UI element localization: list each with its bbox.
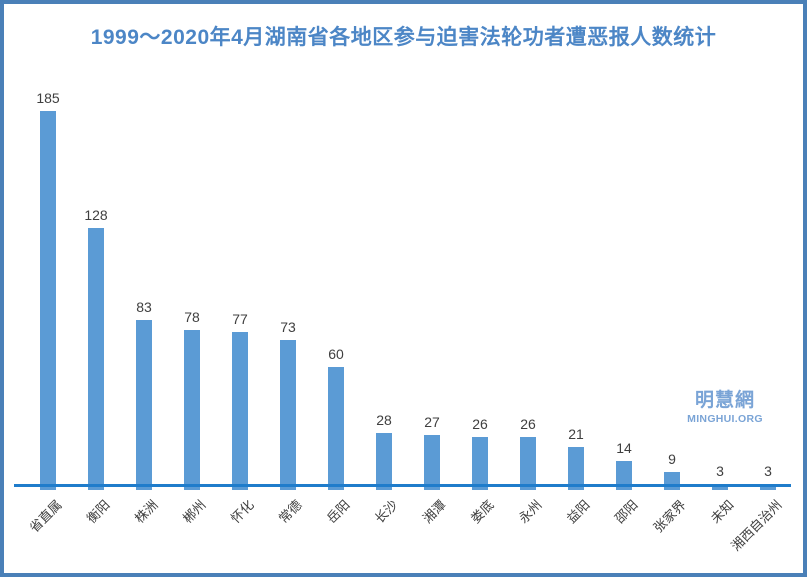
bar-value-label: 27	[424, 414, 440, 430]
bar	[184, 330, 200, 490]
bar-value-label: 185	[36, 90, 60, 106]
bar-value-label: 26	[520, 416, 536, 432]
bar	[664, 472, 680, 490]
bar-value-label: 3	[716, 463, 724, 479]
bar	[232, 332, 248, 490]
bar	[760, 484, 776, 490]
bar-value-label: 9	[668, 451, 676, 467]
bar	[568, 447, 584, 490]
bar	[712, 484, 728, 490]
watermark-url-text: MINGHUI.ORG	[687, 412, 763, 425]
bar	[88, 228, 104, 490]
bar	[472, 437, 488, 490]
bar-value-label: 77	[232, 311, 248, 327]
watermark-chinese-text: 明慧網	[694, 390, 755, 411]
bar	[376, 433, 392, 490]
bar-value-label: 26	[472, 416, 488, 432]
x-axis-line	[14, 484, 791, 487]
bar	[328, 367, 344, 490]
bar-value-label: 3	[764, 463, 772, 479]
bar	[136, 320, 152, 490]
bar	[616, 461, 632, 490]
bar-value-label: 73	[280, 319, 296, 335]
bar-value-label: 128	[84, 207, 108, 223]
bar-value-label: 28	[376, 412, 392, 428]
bar	[280, 340, 296, 490]
minghui-watermark: 明慧網 MINGHUI.ORG	[682, 390, 768, 425]
bar	[40, 111, 56, 490]
bar	[424, 435, 440, 490]
bar-value-label: 78	[184, 309, 200, 325]
bar-value-label: 21	[568, 426, 584, 442]
bar-value-label: 14	[616, 440, 632, 456]
bar-value-label: 60	[328, 346, 344, 362]
bar	[520, 437, 536, 490]
bar-value-label: 83	[136, 299, 152, 315]
chart-title: 1999～2020年4月湖南省各地区参与迫害法轮功者遭恶报人数统计	[90, 26, 717, 49]
